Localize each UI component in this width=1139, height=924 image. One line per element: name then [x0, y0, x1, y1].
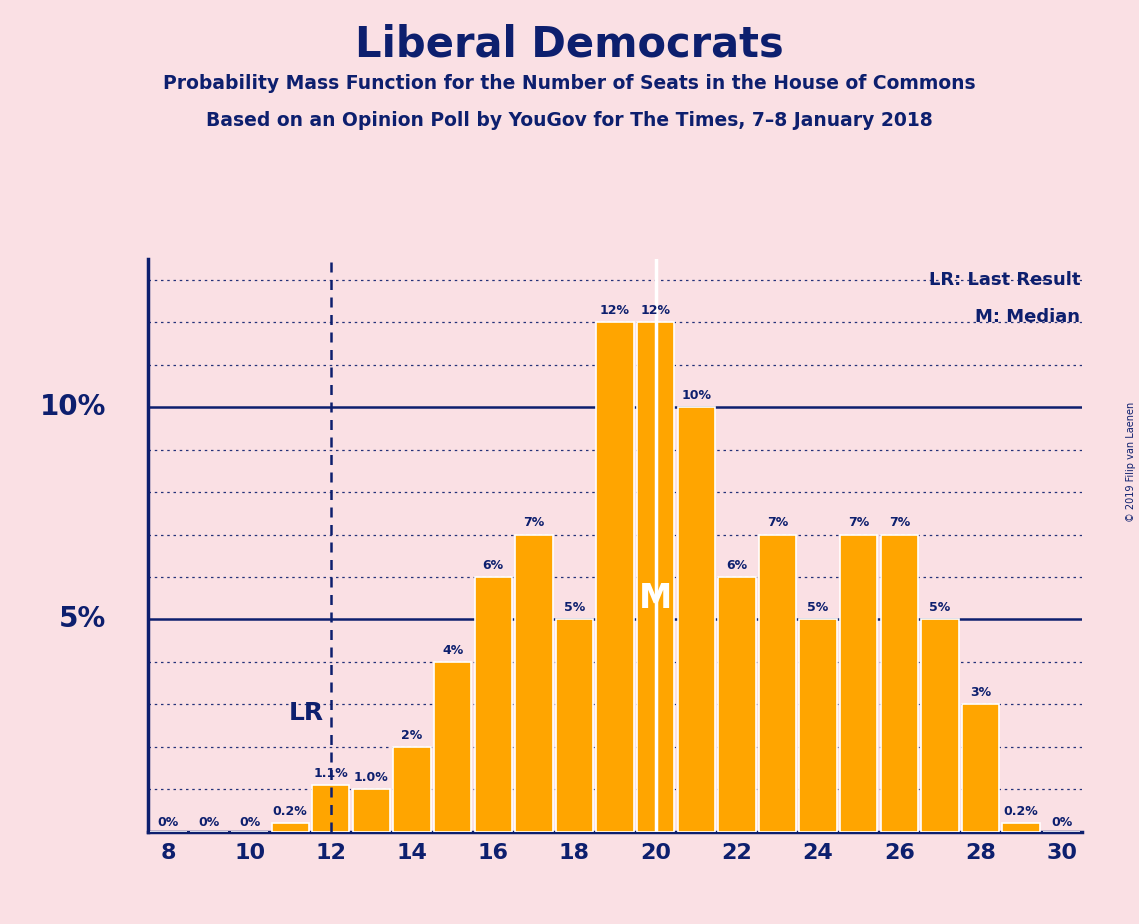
Text: Liberal Democrats: Liberal Democrats	[355, 23, 784, 65]
Text: 4%: 4%	[442, 644, 464, 657]
Text: LR: LR	[289, 700, 323, 724]
Text: Based on an Opinion Poll by YouGov for The Times, 7–8 January 2018: Based on an Opinion Poll by YouGov for T…	[206, 111, 933, 130]
Text: 5%: 5%	[564, 602, 585, 614]
Text: 7%: 7%	[767, 517, 788, 529]
Bar	[271, 823, 309, 832]
Bar	[637, 322, 674, 832]
Bar	[800, 619, 837, 832]
Text: 7%: 7%	[888, 517, 910, 529]
Text: M: Median: M: Median	[975, 308, 1080, 325]
Bar	[759, 535, 796, 832]
Text: 0%: 0%	[198, 817, 220, 830]
Text: 7%: 7%	[849, 517, 869, 529]
Bar	[312, 784, 350, 832]
Bar	[961, 704, 999, 832]
Text: 1.0%: 1.0%	[354, 771, 388, 784]
Text: 0.2%: 0.2%	[273, 805, 308, 818]
Bar	[880, 535, 918, 832]
Text: 2%: 2%	[401, 729, 423, 742]
Bar	[678, 407, 715, 832]
Bar	[475, 577, 511, 832]
Bar	[556, 619, 593, 832]
Text: LR: Last Result: LR: Last Result	[928, 272, 1080, 289]
Bar	[353, 789, 390, 832]
Text: 10%: 10%	[40, 394, 106, 421]
Text: 12%: 12%	[600, 304, 630, 317]
Text: 0%: 0%	[1051, 817, 1073, 830]
Text: 0%: 0%	[157, 817, 179, 830]
Text: 12%: 12%	[640, 304, 671, 317]
Bar	[1002, 823, 1040, 832]
Text: 1.1%: 1.1%	[313, 767, 349, 780]
Text: 6%: 6%	[483, 559, 503, 572]
Text: 10%: 10%	[681, 389, 711, 402]
Bar	[921, 619, 959, 832]
Text: 6%: 6%	[727, 559, 747, 572]
Bar	[393, 747, 431, 832]
Text: 0%: 0%	[239, 817, 260, 830]
Text: Probability Mass Function for the Number of Seats in the House of Commons: Probability Mass Function for the Number…	[163, 74, 976, 93]
Text: M: M	[639, 582, 672, 614]
Bar	[515, 535, 552, 832]
Text: 5%: 5%	[59, 605, 106, 634]
Text: 5%: 5%	[929, 602, 951, 614]
Bar	[719, 577, 755, 832]
Text: 5%: 5%	[808, 602, 829, 614]
Text: 0.2%: 0.2%	[1003, 805, 1039, 818]
Text: 7%: 7%	[523, 517, 544, 529]
Text: © 2019 Filip van Laenen: © 2019 Filip van Laenen	[1126, 402, 1136, 522]
Text: 3%: 3%	[970, 687, 991, 699]
Bar	[841, 535, 877, 832]
Bar	[434, 662, 472, 832]
Bar	[597, 322, 633, 832]
